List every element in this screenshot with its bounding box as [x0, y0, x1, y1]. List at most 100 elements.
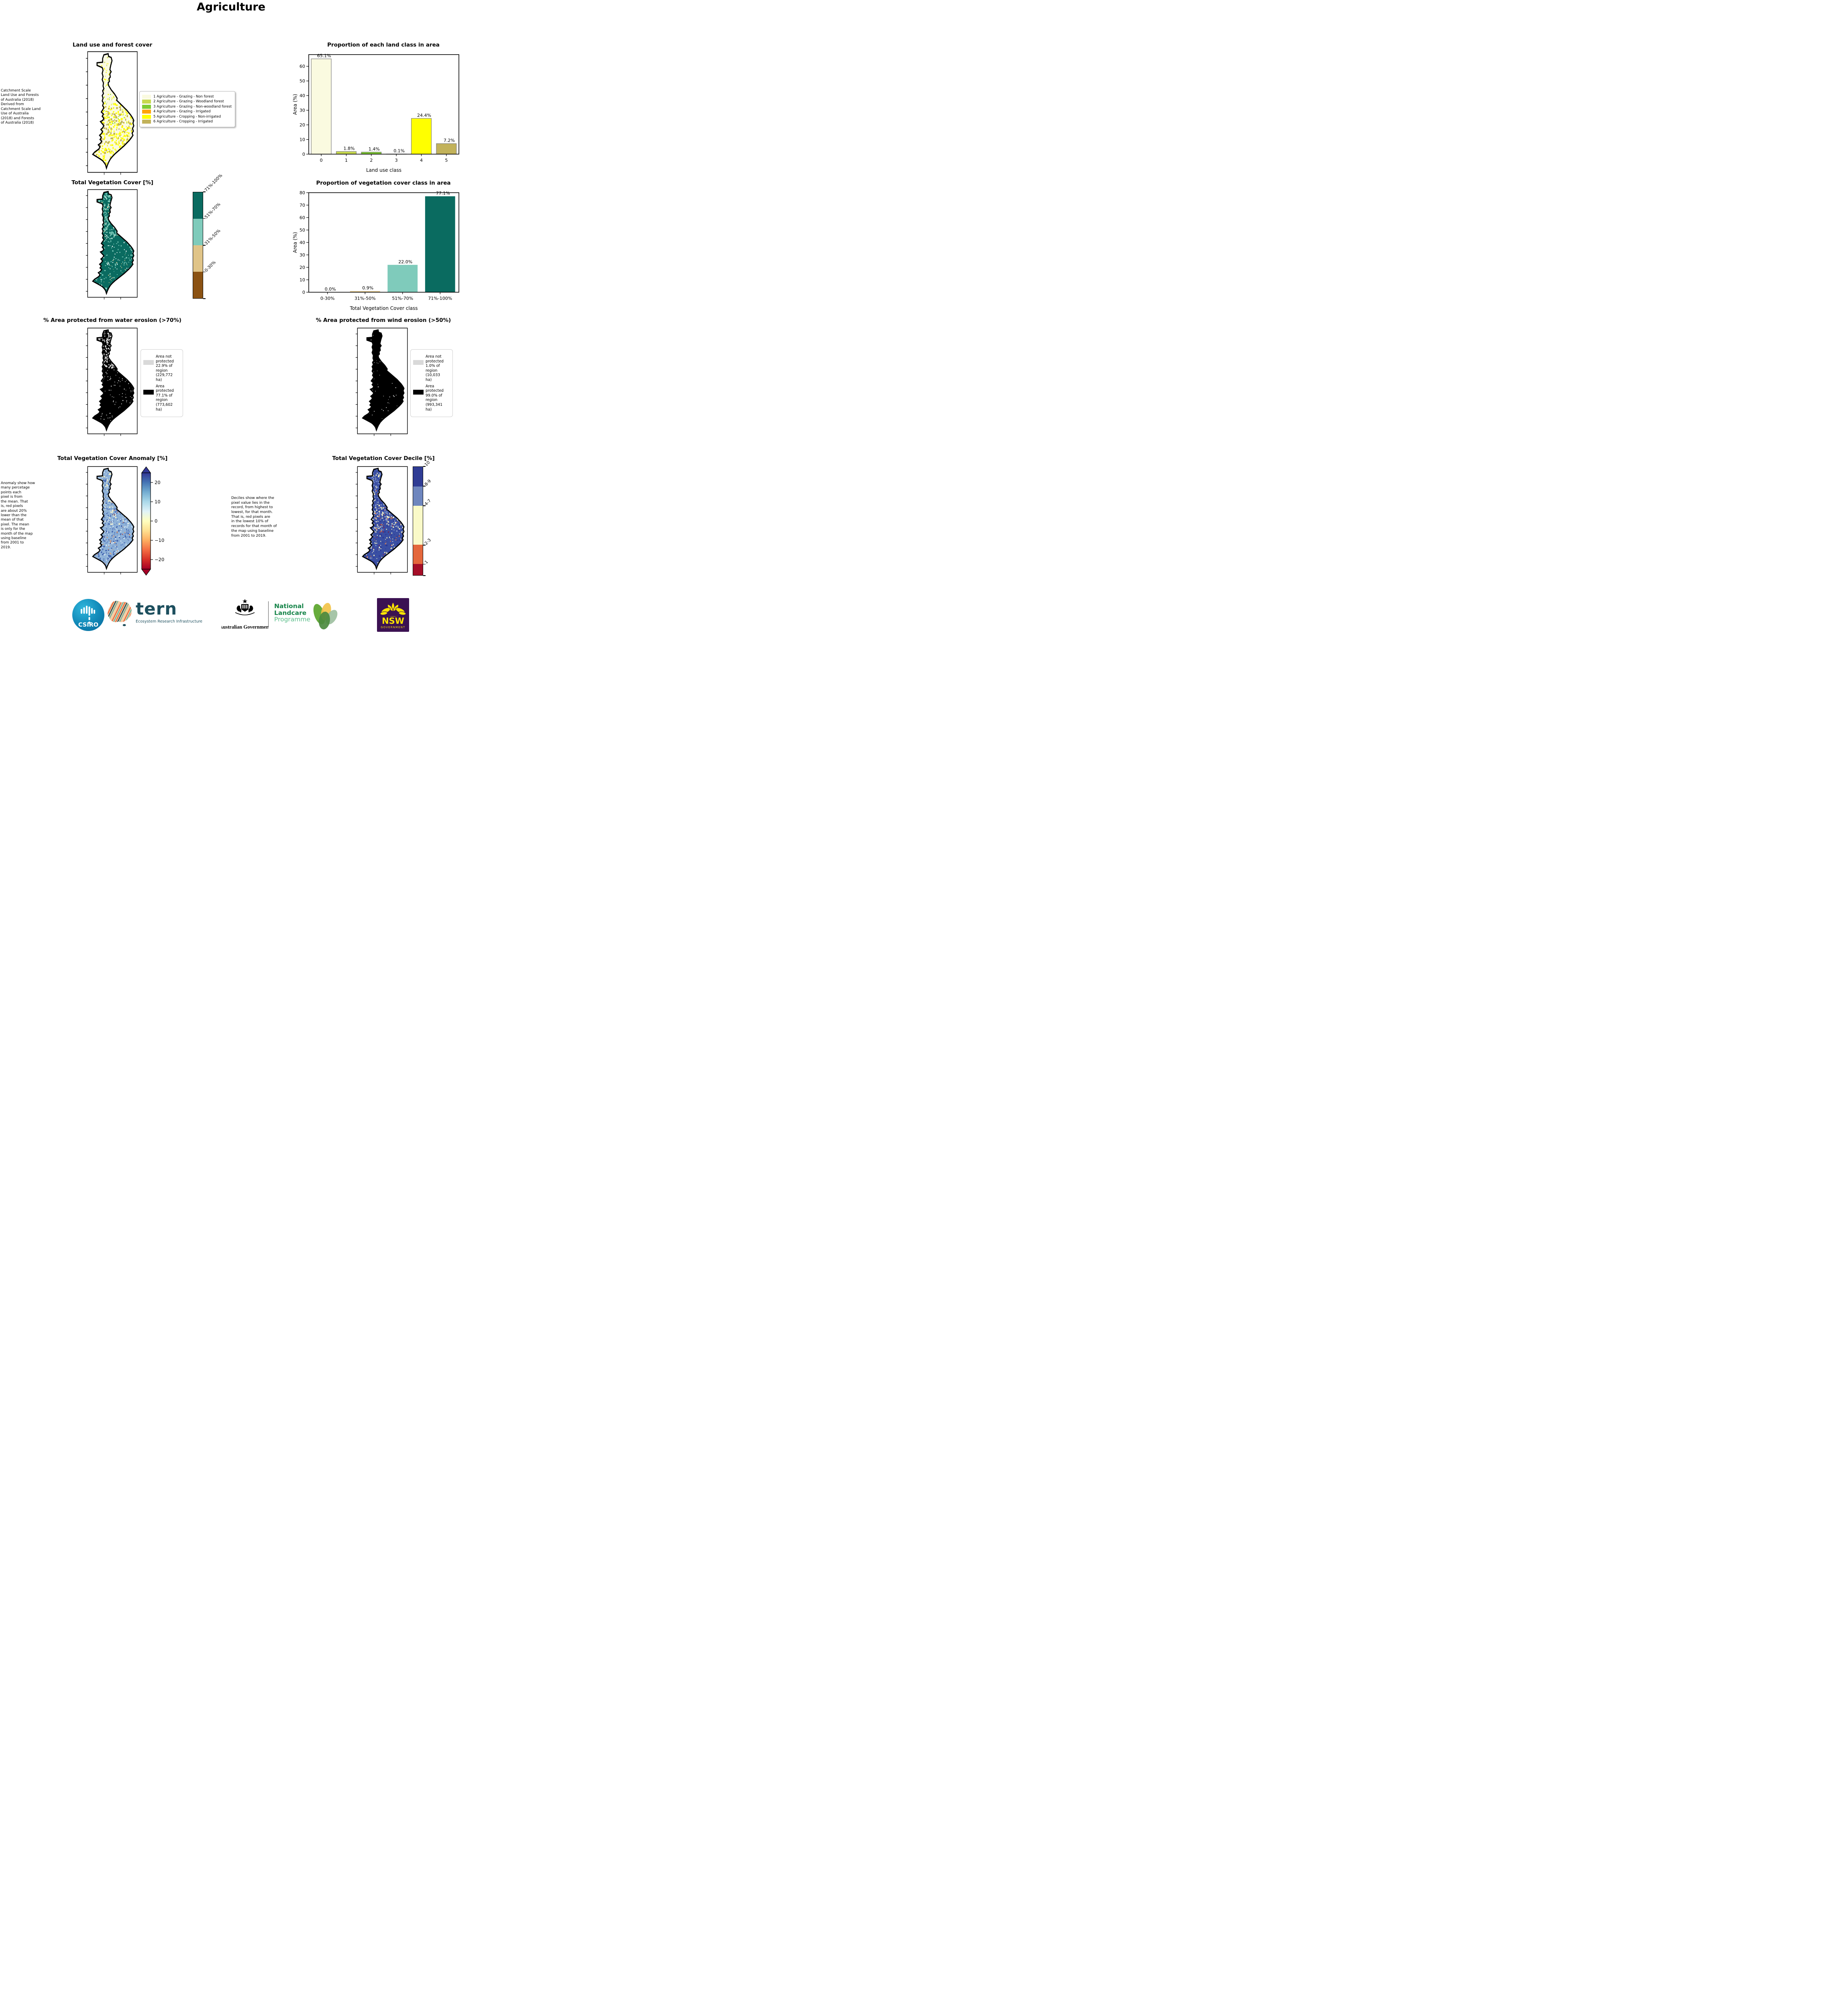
anomaly-colorbar: 20 10 0 −10 −20: [141, 466, 173, 576]
svg-text:Total Vegetation Cover class: Total Vegetation Cover class: [349, 305, 418, 311]
legend-item: 5 Agriculture - Cropping - Non-irrigated: [142, 114, 232, 119]
colorbar-label: 0-30%: [204, 260, 217, 273]
legend-label: 6 Agriculture - Cropping - Irrigated: [153, 120, 213, 124]
svg-text:0: 0: [320, 158, 323, 163]
wind-erosion-title: % Area protected from wind erosion (>50%…: [316, 317, 451, 324]
svg-text:−20: −20: [155, 557, 164, 562]
csiro-logo-icon: CSIRO: [72, 599, 104, 631]
colorbar-label: 31%-50%: [204, 228, 222, 246]
national-landcare-logo: National Landcare Programme: [274, 603, 310, 623]
wind-erosion-map: [355, 327, 409, 438]
legend-item: Area not protected 1.0% of region (10,03…: [413, 354, 450, 383]
svg-text:1.4%: 1.4%: [369, 147, 380, 152]
svg-text:40: 40: [300, 240, 305, 245]
legend-swatch: [142, 100, 151, 104]
svg-text:40: 40: [300, 93, 305, 98]
svg-text:10: 10: [300, 137, 305, 142]
legend-label: 5 Agriculture - Cropping - Non-irrigated: [153, 114, 221, 119]
legend-swatch: [143, 389, 154, 395]
legend-item: 2 Agriculture - Grazing - Woodland fores…: [142, 100, 232, 104]
svg-text:51%-70%: 51%-70%: [392, 296, 413, 301]
svg-text:65.1%: 65.1%: [317, 53, 331, 59]
svg-text:1.8%: 1.8%: [344, 146, 355, 151]
legend-item: 1 Agriculture - Grazing - Non forest: [142, 94, 232, 99]
legend-swatch: [413, 360, 424, 365]
svg-text:30: 30: [300, 252, 305, 258]
svg-text:0.1%: 0.1%: [393, 149, 405, 154]
legend-label: 3 Agriculture - Grazing - Non-woodland f…: [153, 104, 232, 109]
nsw-logo-subtext: GOVERNMENT: [381, 626, 405, 629]
csiro-logo: CSIRO: [72, 598, 105, 631]
legend-item: Area protected 99.0% of region (993,341 …: [413, 384, 450, 412]
svg-text:0: 0: [302, 290, 305, 295]
anomaly-note: Anomaly show how many percetage points e…: [1, 481, 35, 550]
legend-label: 1 Agriculture - Grazing - Non forest: [153, 94, 214, 99]
water-erosion-title: % Area protected from water erosion (>70…: [43, 317, 181, 324]
svg-text:30: 30: [300, 108, 305, 113]
svg-text:22.0%: 22.0%: [398, 259, 412, 265]
veg-class-chart-title: Proportion of vegetation cover class in …: [316, 180, 451, 186]
svg-text:80: 80: [300, 190, 305, 195]
veg-cover-map: [86, 189, 139, 301]
decile-title: Total Vegetation Cover Decile [%]: [332, 455, 435, 462]
svg-text:10: 10: [300, 277, 305, 283]
legend-swatch: [143, 360, 154, 365]
nsw-logo-text: NSW: [382, 616, 404, 626]
tern-subtitle: Ecosystem Research Infrastructure: [136, 619, 203, 624]
svg-text:0: 0: [302, 152, 305, 157]
land-use-map: [86, 51, 139, 177]
decile-map: [355, 466, 409, 576]
svg-text:−10: −10: [155, 537, 164, 543]
svg-text:10: 10: [155, 499, 161, 505]
decile-note: Deciles show where the pixel value lies …: [231, 496, 277, 538]
legend-item: 6 Agriculture - Cropping - Irrigated: [142, 120, 232, 124]
csiro-wave-marks: [81, 606, 95, 624]
svg-text:0.0%: 0.0%: [325, 287, 336, 292]
svg-text:60: 60: [300, 215, 305, 220]
land-class-chart-title: Proportion of each land class in area: [327, 42, 440, 48]
svg-text:Area (%): Area (%): [292, 94, 298, 115]
nlp-line1: National: [274, 603, 304, 610]
svg-text:31%-50%: 31%-50%: [355, 296, 376, 301]
waratah-icon: [380, 601, 406, 617]
legend-swatch: [142, 110, 151, 114]
legend-item: 3 Agriculture - Grazing - Non-woodland f…: [142, 104, 232, 109]
svg-text:4: 4: [420, 158, 423, 163]
veg-class-bar-chart: 0 10 20 30 40 50 60 70 80 0.0% 0-30% 0.9% 31%-50% 22.…: [292, 187, 462, 315]
svg-text:0: 0: [155, 518, 157, 524]
svg-text:5: 5: [445, 158, 448, 163]
legend-item: Area protected 77.1% of region (773,602 …: [143, 384, 180, 412]
land-use-title: Land use and forest cover: [72, 42, 153, 48]
csiro-logo-text: CSIRO: [78, 622, 98, 628]
svg-text:0.9%: 0.9%: [362, 285, 373, 291]
svg-text:3: 3: [395, 158, 398, 163]
tern-logo: tern Ecosystem Research Infrastructure: [136, 599, 216, 624]
wind-erosion-legend: Area not protected 1.0% of region (10,03…: [410, 349, 453, 417]
land-use-legend: 1 Agriculture - Grazing - Non forest 2 Ag…: [139, 91, 236, 127]
legend-label: Area protected 77.1% of region (773,602 …: [156, 384, 174, 412]
logo-divider: [268, 601, 269, 627]
tern-logo-text: tern: [136, 599, 177, 619]
australian-government-text: Australian Government: [222, 624, 268, 630]
anomaly-title: Total Vegetation Cover Anomaly [%]: [57, 455, 168, 462]
water-erosion-map: [86, 327, 139, 438]
svg-text:50: 50: [300, 228, 305, 233]
svg-text:7.2%: 7.2%: [444, 138, 455, 143]
colorbar-label: 51%-70%: [204, 202, 222, 220]
decile-colorbar: 10 8-9 4-7 2-3 1: [413, 460, 457, 576]
australian-government-logo: Australian Government: [219, 598, 271, 632]
legend-swatch: [142, 114, 151, 119]
land-use-source-note: Catchment Scale Land Use and Forests of …: [1, 89, 41, 125]
page-title: Agriculture: [196, 1, 266, 13]
landcare-leaves-icon: [310, 599, 340, 630]
svg-text:2: 2: [370, 158, 373, 163]
legend-item: 4 Agriculture - Grazing - Irrigated: [142, 110, 232, 114]
svg-text:20: 20: [155, 480, 161, 485]
legend-label: Area protected 99.0% of region (993,341 …: [426, 384, 444, 412]
legend-item: Area not protected 22.9% of region (229,…: [143, 354, 180, 383]
land-class-bar-chart: 0 10 20 30 40 50 60 65.1% 0 1.8% 1 1.4% 2 0.1% 3 24.4% 4…: [292, 49, 462, 177]
water-erosion-legend: Area not protected 22.9% of region (229,…: [141, 349, 183, 417]
svg-text:20: 20: [300, 265, 305, 270]
svg-text:1: 1: [345, 158, 348, 163]
nlp-line2: Landcare: [274, 609, 307, 617]
